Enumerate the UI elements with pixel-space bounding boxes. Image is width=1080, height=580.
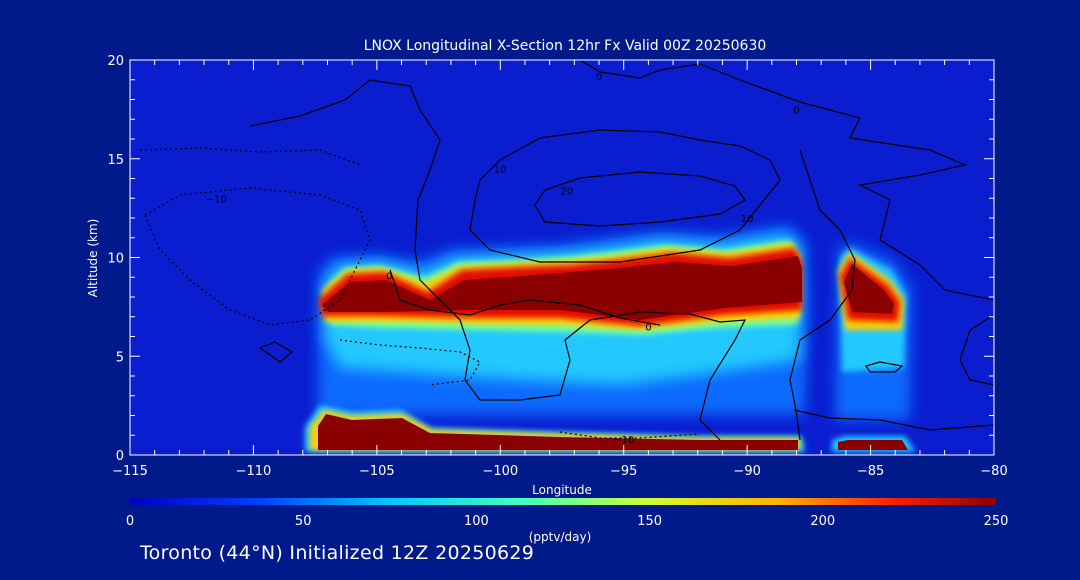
heatmap-low-right-darkred [838,440,908,450]
contour-right-1 [789,149,856,441]
contour-right-3 [793,409,994,431]
contour-small-loop-right [865,361,904,373]
contour-neg-dotted-3 [559,431,701,439]
contour-neg-10-dotted [144,187,371,326]
contour-zero-left [249,79,747,441]
contour-label: 0 [645,323,651,334]
chart-title: LNOX Longitudinal X-Section 12hr Fx Vali… [364,38,767,54]
contour-zero-mid [389,269,661,326]
heatmap-right-darkred [844,264,894,314]
contour-label: −10 [206,194,227,205]
x-tick-label: −100 [482,464,518,479]
contour-ten [469,129,781,263]
y-tick-label: 20 [107,54,124,69]
colorbar-tick-label: 200 [810,514,835,529]
colorbar-tick-label: 150 [637,514,662,529]
x-tick-label: −95 [610,464,637,479]
x-axis-tick-labels: −115 −110 −105 −100 −95 −90 −85 −80 [112,464,1008,479]
y-axis-label: Altitude (km) [86,219,100,298]
x-tick-label: −115 [112,464,148,479]
contour-label: 20 [561,186,574,197]
contour-label: 0 [596,72,602,83]
y-tick-label: 10 [107,252,124,267]
contour-right-2 [959,314,994,386]
x-tick-label: −85 [857,464,884,479]
x-tick-label: −105 [359,464,395,479]
contour-label: 0 [793,105,799,116]
colorbar-tick-label: 50 [295,514,312,529]
axis-ticks [129,59,995,456]
colorbar-gradient [130,498,996,505]
colorbar-label: (pptv/day) [529,530,592,544]
colorbar-tick-label: 100 [464,514,489,529]
colorbar-tick-labels: 0 50 100 150 200 250 [126,514,1009,529]
x-tick-label: −110 [236,464,272,479]
contour-label: −10 [613,435,634,446]
y-tick-label: 5 [116,350,124,365]
y-tick-label: 15 [107,153,124,168]
y-axis-tick-labels: 0 5 10 15 20 [107,54,124,464]
heatmap-low-darkred [318,414,798,450]
colorbar-tick-label: 0 [126,514,134,529]
contour-zero-outer [579,60,994,301]
contour-label: 0 [386,271,392,282]
x-tick-label: −80 [980,464,1007,479]
contour-lines [139,60,994,441]
contour-label: 10 [741,214,754,225]
contour-twenty [534,171,746,227]
contour-small-loop-left [258,341,294,363]
heatmap-layer-darkred [322,256,802,320]
x-tick-label: −90 [733,464,760,479]
contour-labels: 0 0 0 0 10 10 20 −10 −10 [206,72,800,446]
colorbar-tick-label: 250 [984,514,1009,529]
contour-label: 10 [494,165,507,176]
contour-neg-dotted-2 [339,339,481,386]
colorbar: 0 50 100 150 200 250 (pptv/day) [126,498,1009,544]
heatmap-field [305,225,916,452]
footer-caption: Toronto (44°N) Initialized 12Z 20250629 [140,542,535,564]
x-axis-label: Longitude [532,483,592,497]
contour-neg-dotted-4 [139,147,361,166]
y-tick-label: 0 [116,449,124,464]
